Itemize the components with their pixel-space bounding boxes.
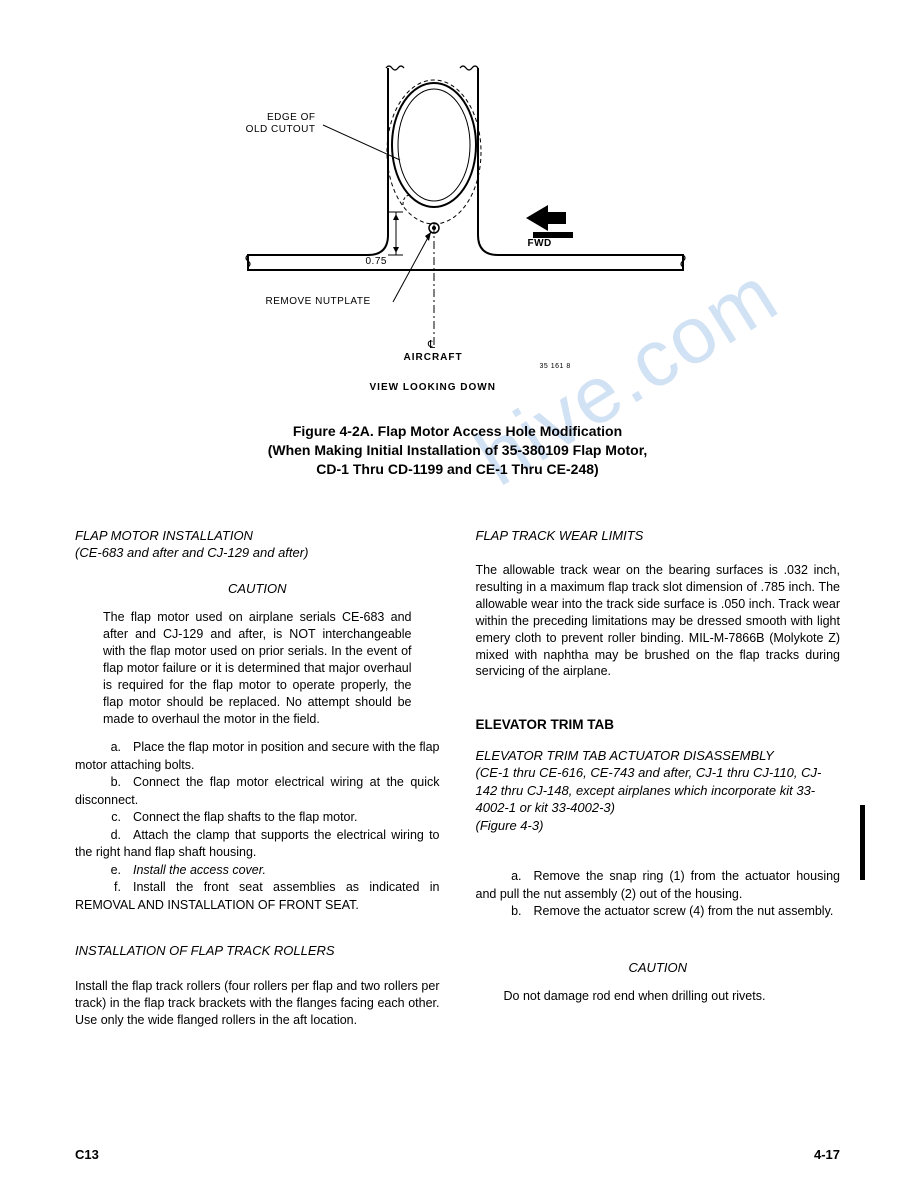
footer-revision: C13 xyxy=(75,1147,99,1162)
left-column: FLAP MOTOR INSTALLATION (CE-683 and afte… xyxy=(75,527,440,1029)
heading-flap-track-rollers: INSTALLATION OF FLAP TRACK ROLLERS xyxy=(75,942,440,960)
heading-flap-track-wear: FLAP TRACK WEAR LIMITS xyxy=(476,527,841,545)
caution-text: The flap motor used on airplane serials … xyxy=(75,609,440,727)
figure-caption: Figure 4-2A. Flap Motor Access Hole Modi… xyxy=(75,422,840,479)
right-column: FLAP TRACK WEAR LIMITS The allowable tra… xyxy=(476,527,841,1029)
heading-flap-motor-install: FLAP MOTOR INSTALLATION (CE-683 and afte… xyxy=(75,527,440,562)
label-edge-cutout: EDGE OFOLD CUTOUT xyxy=(236,112,316,135)
figure-caption-line2: (When Making Initial Installation of 35-… xyxy=(268,442,648,458)
caution-label: CAUTION xyxy=(75,580,440,598)
label-aircraft: AIRCRAFT xyxy=(404,352,463,363)
para-flap-track-wear: The allowable track wear on the bearing … xyxy=(476,562,841,680)
right-step-a: a.Remove the snap ring (1) from the actu… xyxy=(476,868,841,903)
step-c: c.Connect the flap shafts to the flap mo… xyxy=(75,809,440,827)
step-f: f.Install the front seat assemblies as i… xyxy=(75,879,440,914)
right-step-b: b.Remove the actuator screw (4) from the… xyxy=(476,903,841,921)
revision-bar xyxy=(860,805,865,880)
figure-diagram: ℄ EDGE OFOLD CUTOUT 0.75 FWD REMOVE NUTP… xyxy=(228,60,688,380)
figure-caption-line3: CD-1 Thru CD-1199 and CE-1 Thru CE-248) xyxy=(316,461,598,477)
label-fwd: FWD xyxy=(528,238,552,249)
figure-caption-line1: Figure 4-2A. Flap Motor Access Hole Modi… xyxy=(293,423,622,439)
label-remove-nutplate: REMOVE NUTPLATE xyxy=(266,296,371,307)
label-dimension: 0.75 xyxy=(366,256,387,267)
footer-page-number: 4-17 xyxy=(814,1147,840,1162)
step-d: d.Attach the clamp that supports the ele… xyxy=(75,827,440,862)
svg-text:℄: ℄ xyxy=(427,339,435,351)
para-flap-track-rollers: Install the flap track rollers (four rol… xyxy=(75,978,440,1029)
step-e: e.Install the access cover. xyxy=(75,862,440,880)
step-b: b.Connect the flap motor electrical wiri… xyxy=(75,774,440,809)
right-caution-label: CAUTION xyxy=(476,959,841,977)
label-drawing-code: 35 161 8 xyxy=(540,363,571,370)
right-caution-text: Do not damage rod end when drilling out … xyxy=(476,988,841,1005)
heading-elevator-trim-tab: ELEVATOR TRIM TAB xyxy=(476,716,841,734)
step-a: a.Place the flap motor in position and s… xyxy=(75,739,440,774)
label-view: VIEW LOOKING DOWN xyxy=(370,382,496,393)
heading-actuator-disassembly: ELEVATOR TRIM TAB ACTUATOR DISASSEMBLY (… xyxy=(476,747,841,835)
